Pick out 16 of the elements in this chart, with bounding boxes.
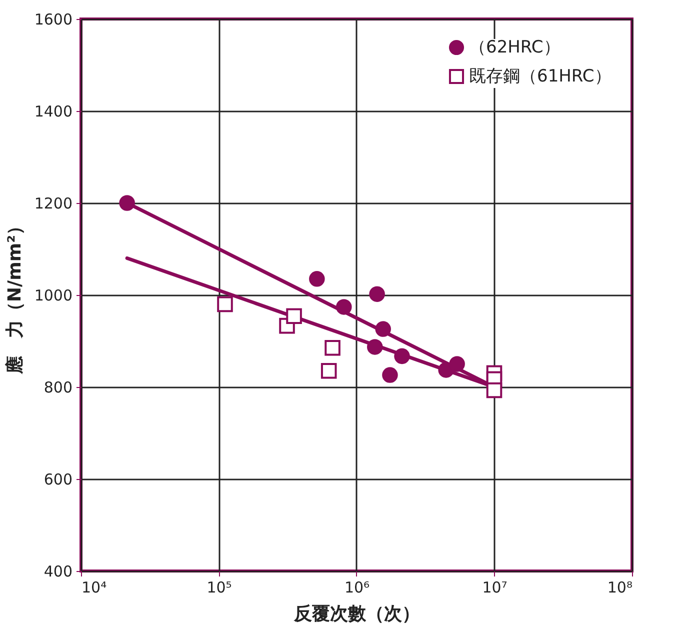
- x-tick-label: 10⁴: [82, 578, 107, 596]
- y-tick-label: 1600: [34, 10, 72, 28]
- y-tick-label: 1200: [34, 194, 72, 212]
- y-tick-label: 1000: [34, 286, 72, 304]
- legend-label: 既存鋼（61HRC）: [469, 66, 612, 86]
- x-tick-label: 10⁷: [482, 578, 508, 596]
- y-tick-label: 400: [44, 562, 72, 580]
- x-axis-title: 反覆次數（次）: [293, 604, 420, 624]
- legend-label: （62HRC）: [469, 38, 560, 58]
- x-tick-label: 10⁸: [607, 578, 632, 596]
- y-axis-title: 應 力（N/mm²）: [4, 216, 26, 376]
- x-tick-label: 10⁶: [344, 578, 370, 596]
- y-tick-label: 600: [44, 470, 72, 488]
- x-tick-label: 10⁵: [206, 578, 232, 596]
- y-tick-label: 800: [44, 378, 72, 396]
- y-tick-label: 1400: [34, 102, 72, 120]
